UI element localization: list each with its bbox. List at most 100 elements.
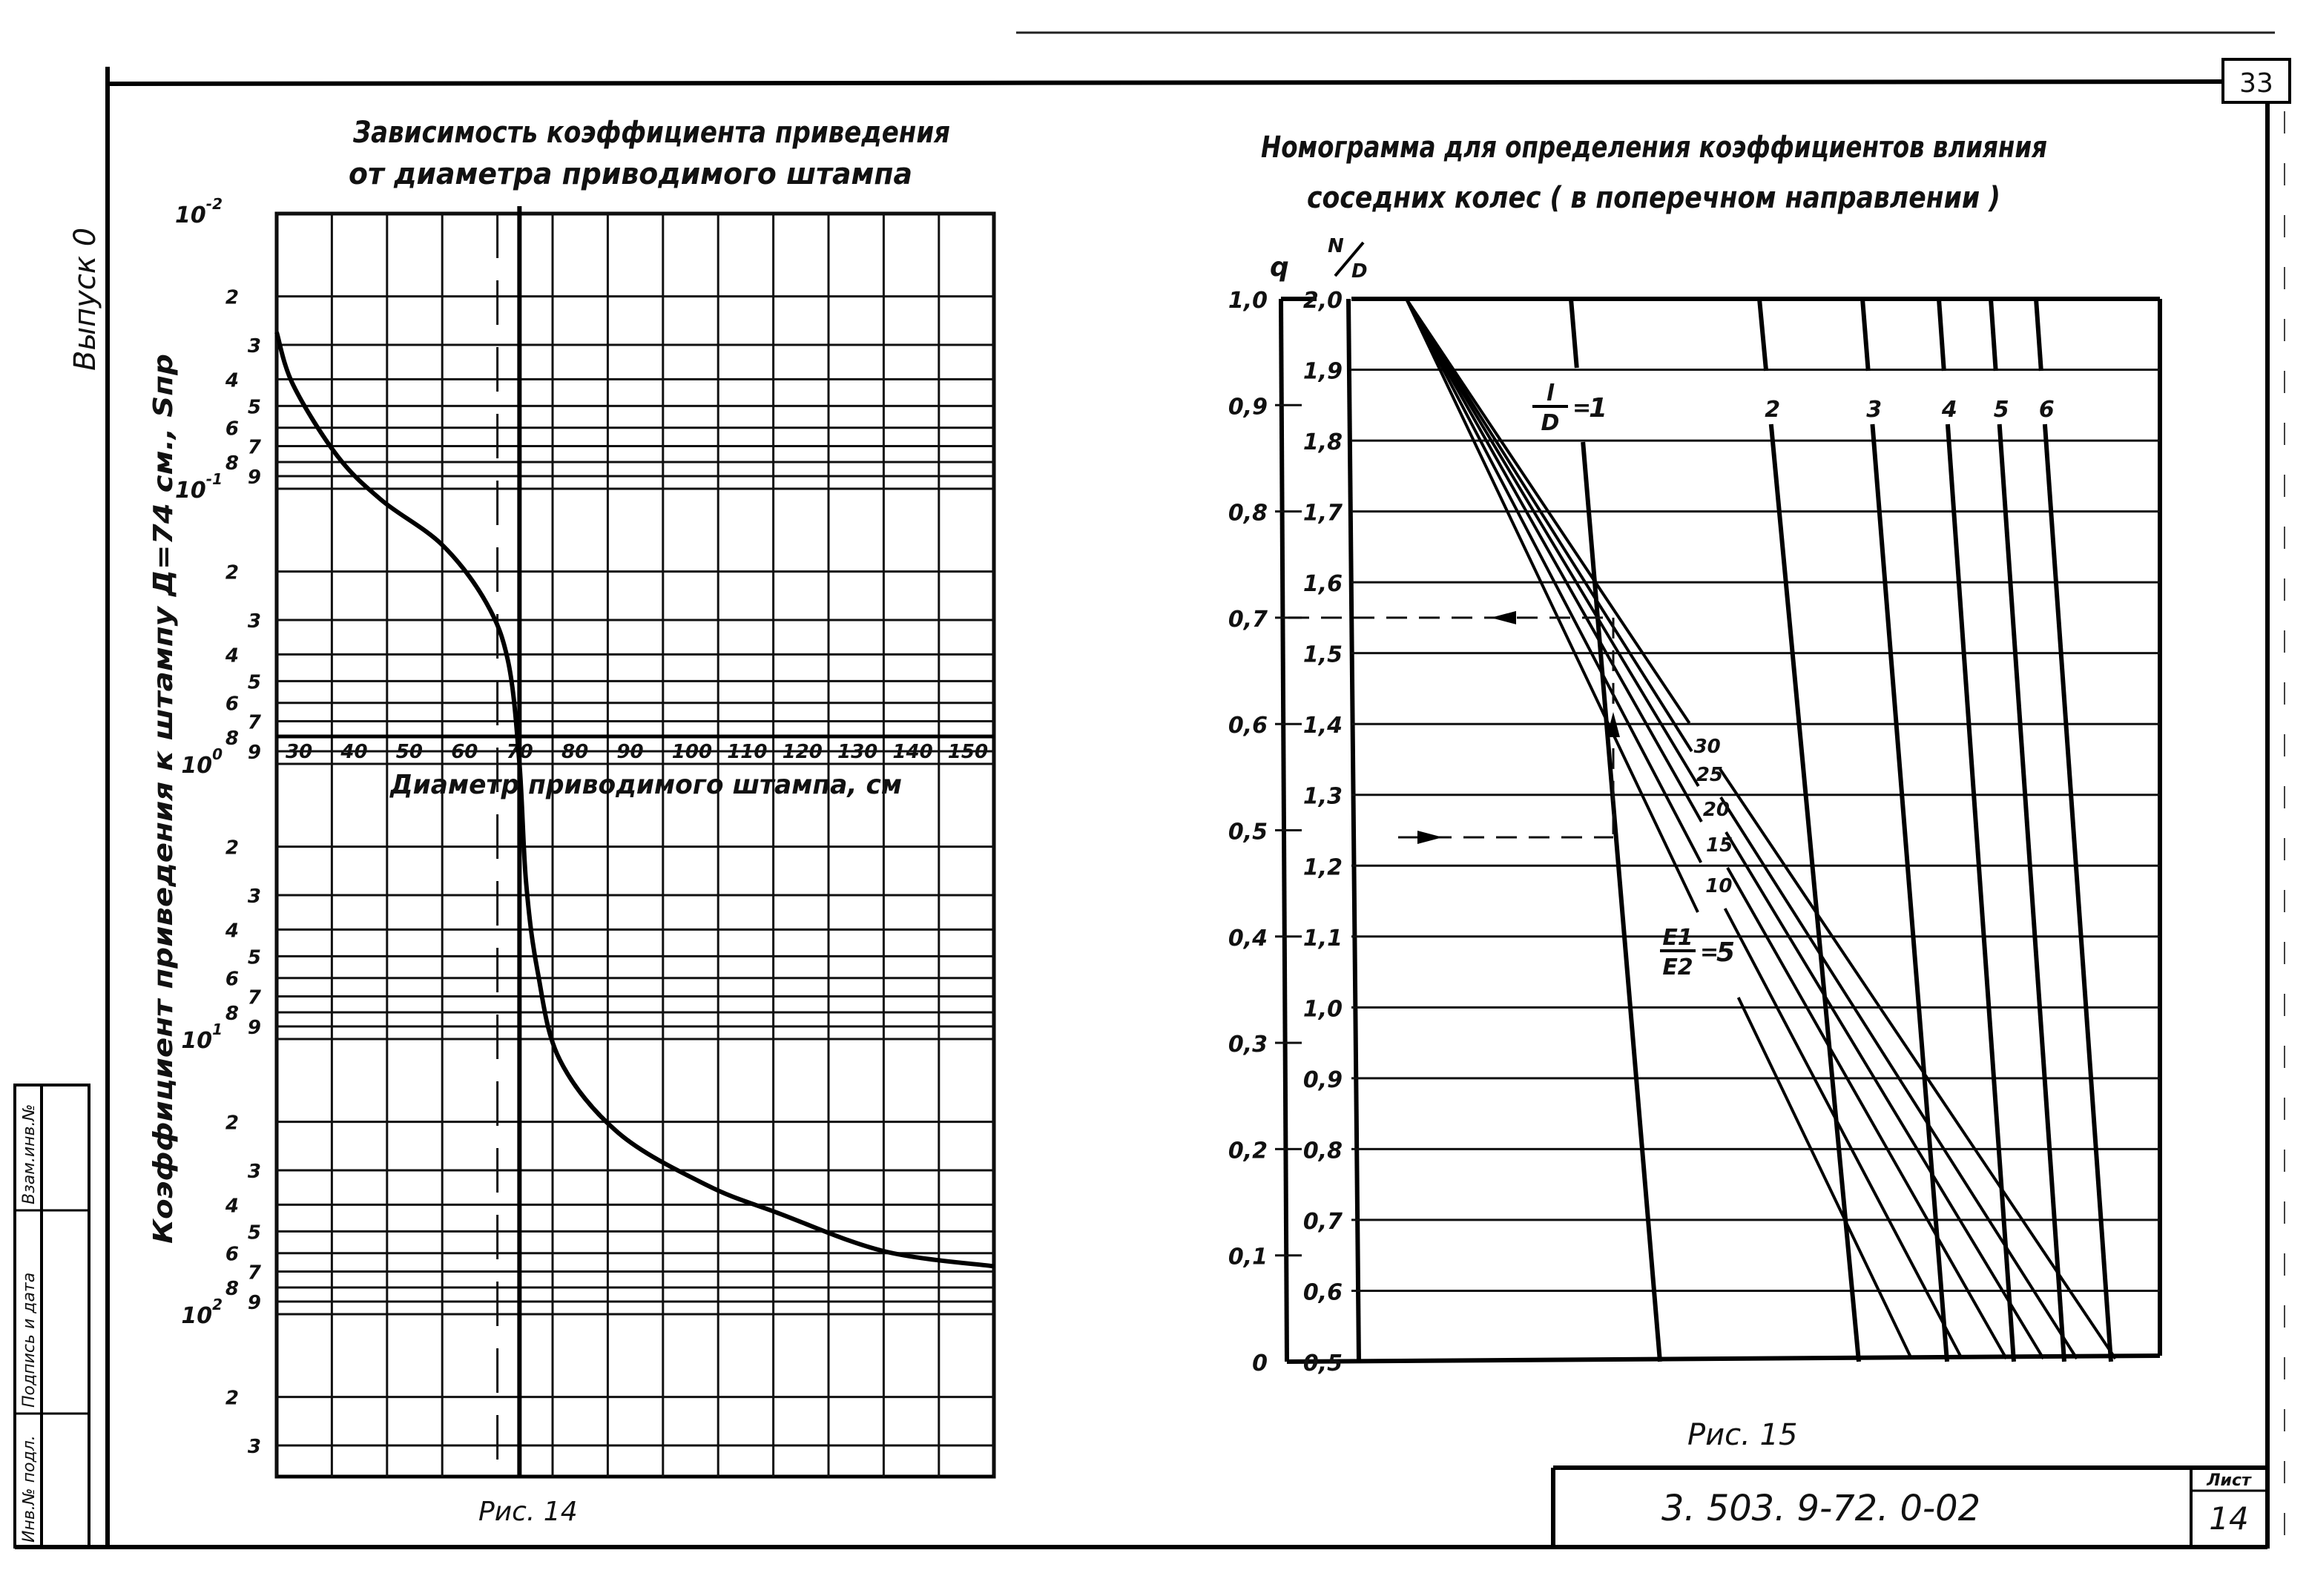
l-over-d-label: 4 bbox=[1941, 397, 1957, 423]
l-over-d-line-5 bbox=[1989, 298, 1998, 372]
nd-axis-tick-label: 1,6 bbox=[1303, 571, 1343, 597]
chart1-title-line1: Зависимость коэффициента приведения bbox=[352, 116, 950, 150]
chart1-y-tick-minor: 9 bbox=[248, 1017, 261, 1039]
chart1-x-tick-label: 90 bbox=[616, 741, 643, 763]
chart1-y-tick-minor: 9 bbox=[248, 1292, 261, 1314]
chart1-y-tick-minor: 4 bbox=[225, 369, 239, 392]
chart1-y-tick-minor: 8 bbox=[225, 728, 239, 750]
l-over-d-label: 3 bbox=[1866, 397, 1882, 423]
nd-axis-tick-label: 1,0 bbox=[1303, 996, 1343, 1022]
chart1-y-tick-minor: 5 bbox=[248, 396, 261, 418]
q-axis-tick-label: 0,9 bbox=[1228, 394, 1268, 420]
e-ratio-label: 25 bbox=[1696, 764, 1723, 786]
chart1-caption: Рис. 14 bbox=[478, 1497, 578, 1527]
chart1-x-tick-label: 140 bbox=[892, 741, 932, 763]
e-ratio-label-5: E1 E2 =5 bbox=[1660, 925, 1735, 980]
chart1-y-tick-minor: 4 bbox=[225, 1195, 239, 1217]
chart1-y-tick-minor: 7 bbox=[248, 712, 262, 734]
chart1-y-tick-decade: 101 bbox=[181, 1020, 223, 1054]
chart1-x-tick-label: 80 bbox=[561, 741, 588, 763]
e-ratio-line-10 bbox=[1405, 298, 1703, 863]
e-ratio-label: 30 bbox=[1694, 736, 1721, 758]
nd-axis-tick-label: 0,5 bbox=[1303, 1351, 1343, 1376]
chart1-y-tick-minor: 2 bbox=[225, 1112, 239, 1135]
l-over-d-line-2 bbox=[1757, 298, 1769, 372]
e-ratio-line-10 bbox=[1723, 908, 1963, 1359]
nd-axis-line bbox=[1346, 298, 1361, 1362]
chart2-labels: 0 0,1 0,2 0,3 0,4 0,5 0,6 0,7 0,8 0,9 1,0 0,5 0,6 0,7… bbox=[1228, 288, 2055, 1376]
e-ratio-line-5 bbox=[1405, 298, 1699, 913]
chart1-x-tick-label: 120 bbox=[783, 741, 823, 763]
l-over-d-line-4 bbox=[1945, 423, 2016, 1362]
l-over-d-line-3 bbox=[1870, 423, 1949, 1362]
chart1-x-tick-label: 40 bbox=[340, 741, 367, 763]
nd-axis-tick-label: 0,9 bbox=[1303, 1067, 1343, 1093]
q-axis-tick-label: 0 bbox=[1252, 1351, 1268, 1376]
l-over-d-line-1 bbox=[1569, 298, 1579, 369]
chart2-grid bbox=[1275, 297, 2162, 1364]
chart1-x-tick-label: 110 bbox=[727, 741, 767, 763]
e-ratio-line-30 bbox=[1719, 768, 2117, 1360]
l-over-d-line-1 bbox=[1581, 441, 1662, 1362]
chart1-x-tick-label: 30 bbox=[286, 741, 312, 763]
l-over-d-label-1-value: 1 bbox=[1589, 393, 1607, 423]
l-over-d-label-1: lD =1 bbox=[1532, 380, 1607, 436]
nd-axis-tick-label: 1,5 bbox=[1303, 642, 1343, 668]
nd-axis-label: N D bbox=[1328, 235, 1368, 283]
chart1-y-tick-minor: 7 bbox=[248, 437, 262, 459]
left-stamp-strip: Взам.инв.№ Подпись и дата Инв.№ подл. bbox=[13, 1084, 90, 1549]
chart1-y-tick-minor: 6 bbox=[225, 693, 239, 716]
l-over-d-label: 2 bbox=[1765, 397, 1780, 423]
nd-axis-label-n: N bbox=[1328, 235, 1344, 257]
chart2-nomogram-lines bbox=[1288, 297, 2117, 1362]
chart1-series-curve bbox=[274, 332, 995, 1269]
page-number-box bbox=[2221, 58, 2291, 104]
chart1-y-tick-minor: 2 bbox=[225, 1388, 239, 1410]
chart1-y-tick-minor: 7 bbox=[248, 987, 262, 1009]
l-over-d-label: 5 bbox=[1994, 397, 2009, 423]
l-over-d-line-5 bbox=[1997, 423, 2066, 1362]
l-over-d-line-2 bbox=[1768, 423, 1861, 1362]
chart2-bottom-line bbox=[1286, 1353, 2161, 1364]
q-axis-tick-label: 0,2 bbox=[1228, 1138, 1268, 1164]
chart1-y-tick-minor: 9 bbox=[248, 466, 261, 489]
chart1-y-tick-decade: 100 bbox=[181, 745, 223, 779]
e-ratio-line-20 bbox=[1405, 297, 1700, 788]
nd-axis-tick-label: 1,1 bbox=[1303, 926, 1343, 952]
chart1-y-tick-minor: 5 bbox=[248, 946, 261, 969]
l-over-d-line-3 bbox=[1860, 298, 1871, 372]
l-over-d-label-1-num: l bbox=[1547, 380, 1555, 406]
chart1-y-tick-base: 10 bbox=[175, 478, 206, 504]
chart1-y-tick-minor: 3 bbox=[248, 886, 261, 908]
q-axis-tick-label: 0,7 bbox=[1228, 607, 1268, 633]
e-ratio-label: 15 bbox=[1706, 834, 1733, 857]
chart1-y-tick-exp: 0 bbox=[212, 745, 223, 763]
l-over-d-line-6 bbox=[2034, 298, 2043, 372]
nd-axis-tick-label: 2,0 bbox=[1303, 288, 1343, 314]
l-over-d-label: 6 bbox=[2039, 397, 2055, 423]
nd-axis-label-d: D bbox=[1351, 260, 1368, 283]
q-axis-label: q bbox=[1270, 252, 1289, 283]
chart1-y-tick-base: 10 bbox=[175, 202, 206, 228]
q-axis-tick-label: 0,8 bbox=[1228, 501, 1268, 527]
chart1-y-tick-minor: 5 bbox=[248, 1221, 261, 1244]
nd-axis-tick-label: 0,8 bbox=[1303, 1138, 1343, 1164]
chart1-y-tick-exp: -2 bbox=[206, 195, 223, 213]
chart1-y-tick-minor: 4 bbox=[225, 644, 239, 667]
chart1-x-tick-label: 130 bbox=[837, 741, 877, 763]
chart1-x-axis-label: Диаметр приводимого штампа, см bbox=[389, 770, 902, 800]
nd-axis-tick-label: 1,9 bbox=[1303, 359, 1343, 385]
chart1-y-axis-label: Коэффициент приведения к штампу Д=74 см.… bbox=[148, 354, 179, 1244]
chart-fig14: Зависимость коэффициента приведения от д… bbox=[148, 116, 996, 1527]
q-axis-tick-label: 0,4 bbox=[1228, 926, 1268, 952]
e-ratio-label-5-num: E1 bbox=[1662, 925, 1693, 951]
chart1-title-line2: от диаметра приводимого штампа bbox=[349, 157, 912, 191]
sheet-frame bbox=[15, 31, 2291, 1557]
nd-axis-tick-label: 1,7 bbox=[1303, 501, 1343, 527]
title-block: 3. 503. 9-72. 0-02 Лист 14 bbox=[1551, 1465, 2267, 1547]
chart1-y-tick-minor: 6 bbox=[225, 418, 239, 441]
sheet-number: 14 bbox=[2209, 1500, 2248, 1537]
nd-axis-tick-label: 0,7 bbox=[1303, 1209, 1343, 1235]
l-over-d-label-1-eq: = bbox=[1572, 395, 1591, 421]
nd-axis-tick-label: 1,2 bbox=[1303, 854, 1343, 880]
